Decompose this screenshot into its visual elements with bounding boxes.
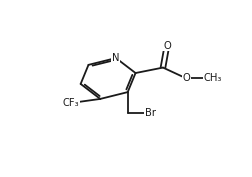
Text: O: O (182, 73, 190, 84)
Text: CH₃: CH₃ (203, 73, 221, 84)
Text: N: N (112, 53, 119, 63)
Text: O: O (162, 41, 170, 51)
Text: CF₃: CF₃ (62, 98, 79, 108)
Text: Br: Br (144, 108, 155, 118)
